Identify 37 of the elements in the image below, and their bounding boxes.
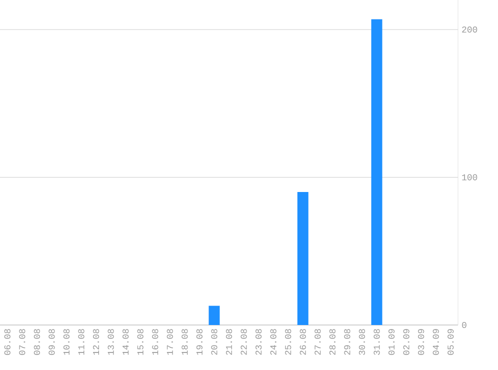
x-tick-label: 05.09 [448, 329, 454, 355]
x-tick-label: 27.08 [314, 329, 321, 355]
x-tick-label: 06.08 [4, 329, 10, 355]
y-tick-label: 100 [462, 174, 478, 180]
y-tick-label: 200 [462, 26, 478, 33]
x-tick-label: 01.09 [388, 329, 395, 355]
bar [297, 192, 308, 325]
x-tick-label: 20.08 [211, 329, 218, 355]
x-tick-label: 02.09 [403, 329, 410, 355]
x-tick-label: 28.08 [329, 329, 336, 355]
x-tick-label: 09.08 [48, 329, 55, 355]
x-tick-label: 23.08 [256, 329, 262, 355]
x-tick-label: 11.08 [78, 329, 84, 355]
x-tick-label: 08.08 [34, 329, 40, 355]
x-tick-label: 31.08 [374, 329, 380, 355]
x-tick-label: 18.08 [182, 329, 188, 355]
x-tick-label: 22.08 [240, 329, 247, 355]
x-tick-label: 24.08 [270, 329, 276, 355]
x-tick-label: 15.08 [137, 329, 144, 355]
x-tick-label: 13.08 [108, 329, 114, 355]
x-tick-label: 25.08 [285, 329, 292, 355]
x-tick-label: 29.08 [344, 329, 350, 355]
x-tick-label: 19.08 [196, 329, 203, 355]
x-tick-label: 03.09 [418, 329, 424, 355]
x-tick-label: 10.08 [63, 329, 70, 355]
x-tick-label: 07.08 [19, 329, 26, 355]
x-tick-label: 17.08 [166, 329, 173, 355]
x-tick-label: 12.08 [92, 329, 100, 355]
x-tick-label: 14.08 [122, 329, 129, 355]
x-tick-label: 26.08 [300, 329, 306, 355]
y-tick-label: 0 [462, 322, 466, 328]
bar [208, 306, 220, 325]
x-tick-label: 16.08 [152, 329, 158, 355]
bar [371, 19, 382, 325]
x-tick-label: 30.08 [358, 329, 366, 355]
x-tick-label: 21.08 [226, 329, 232, 355]
x-tick-label: 04.09 [432, 329, 439, 355]
